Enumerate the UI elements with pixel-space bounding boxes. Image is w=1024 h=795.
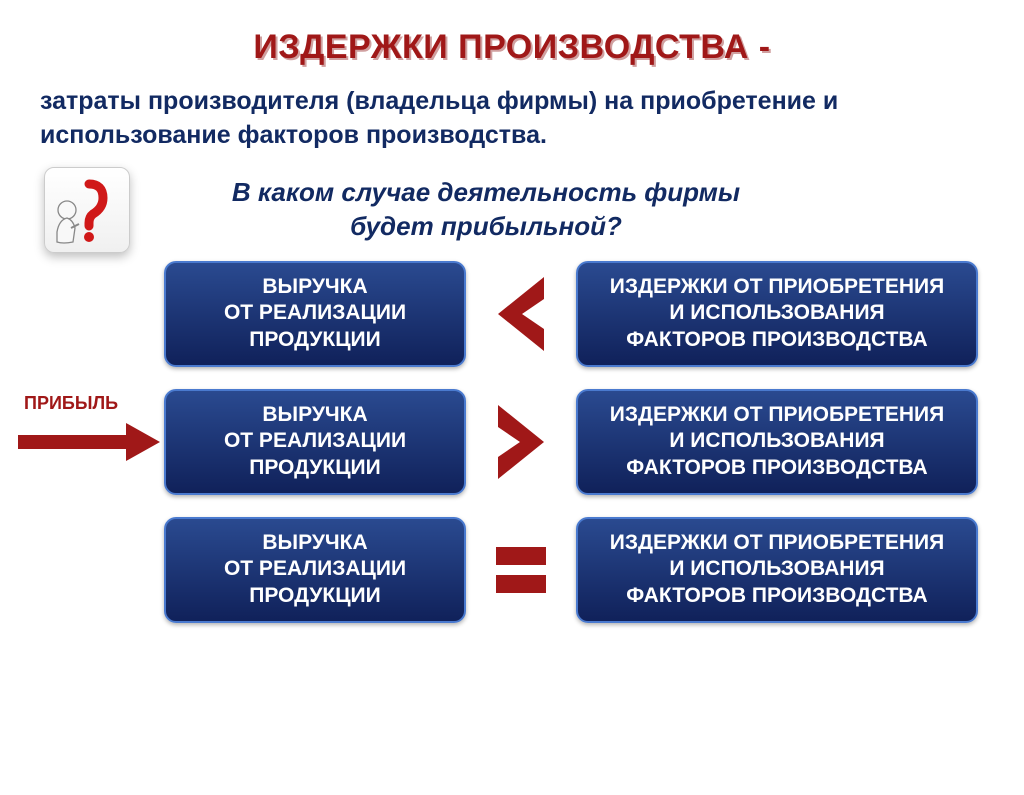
costs-line3-c: ФАКТОРОВ ПРОИЗВОДСТВА xyxy=(626,583,927,609)
revenue-line3-b: ПРОДУКЦИИ xyxy=(249,455,381,481)
revenue-box-1: ВЫРУЧКА ОТ РЕАЛИЗАЦИИ ПРОДУКЦИИ xyxy=(164,261,466,367)
less-than-icon xyxy=(466,271,576,357)
row-greater-than: ПРИБЫЛЬ ВЫРУЧКА ОТ РЕАЛИЗАЦИИ ПРОДУКЦИИ … xyxy=(18,389,984,495)
costs-box-3: ИЗДЕРЖКИ ОТ ПРИОБРЕТЕНИЯ И ИСПОЛЬЗОВАНИЯ… xyxy=(576,517,978,623)
costs-line1-c: ИЗДЕРЖКИ ОТ ПРИОБРЕТЕНИЯ xyxy=(610,530,945,556)
revenue-line2-c: ОТ РЕАЛИЗАЦИИ xyxy=(224,556,406,582)
arrow-right-icon xyxy=(18,415,164,469)
costs-line3-b: ФАКТОРОВ ПРОИЗВОДСТВА xyxy=(626,455,927,481)
comparison-rows: ВЫРУЧКА ОТ РЕАЛИЗАЦИИ ПРОДУКЦИИ ИЗДЕРЖКИ… xyxy=(0,261,1024,623)
equals-icon xyxy=(466,527,576,613)
revenue-line1-c: ВЫРУЧКА xyxy=(262,530,367,556)
profit-label: ПРИБЫЛЬ xyxy=(24,393,118,414)
costs-box-2: ИЗДЕРЖКИ ОТ ПРИОБРЕТЕНИЯ И ИСПОЛЬЗОВАНИЯ… xyxy=(576,389,978,495)
row-equals: ВЫРУЧКА ОТ РЕАЛИЗАЦИИ ПРОДУКЦИИ ИЗДЕРЖКИ… xyxy=(18,517,984,623)
question-line1: В каком случае деятельность фирмы xyxy=(232,177,740,207)
question-row: В каком случае деятельность фирмы будет … xyxy=(0,167,1024,253)
revenue-line3-c: ПРОДУКЦИИ xyxy=(249,583,381,609)
revenue-line2: ОТ РЕАЛИЗАЦИИ xyxy=(224,300,406,326)
revenue-box-3: ВЫРУЧКА ОТ РЕАЛИЗАЦИИ ПРОДУКЦИИ xyxy=(164,517,466,623)
question-mark-icon xyxy=(44,167,130,253)
definition-text: затраты производителя (владельца фирмы) … xyxy=(40,85,984,153)
profit-label-text: ПРИБЫЛЬ xyxy=(24,393,118,413)
costs-line2: И ИСПОЛЬЗОВАНИЯ xyxy=(669,300,884,326)
revenue-line3: ПРОДУКЦИИ xyxy=(249,327,381,353)
question-line2: будет прибыльной? xyxy=(350,211,622,241)
revenue-line1-b: ВЫРУЧКА xyxy=(262,402,367,428)
costs-box-1: ИЗДЕРЖКИ ОТ ПРИОБРЕТЕНИЯ И ИСПОЛЬЗОВАНИЯ… xyxy=(576,261,978,367)
costs-line1-b: ИЗДЕРЖКИ ОТ ПРИОБРЕТЕНИЯ xyxy=(610,402,945,428)
row-less-than: ВЫРУЧКА ОТ РЕАЛИЗАЦИИ ПРОДУКЦИИ ИЗДЕРЖКИ… xyxy=(18,261,984,367)
costs-line2-b: И ИСПОЛЬЗОВАНИЯ xyxy=(669,428,884,454)
revenue-line2-b: ОТ РЕАЛИЗАЦИИ xyxy=(224,428,406,454)
question-text: В каком случае деятельность фирмы будет … xyxy=(166,176,806,244)
definition-content: затраты производителя (владельца фирмы) … xyxy=(40,87,838,149)
revenue-box-2: ВЫРУЧКА ОТ РЕАЛИЗАЦИИ ПРОДУКЦИИ xyxy=(164,389,466,495)
profit-arrow-slot: ПРИБЫЛЬ xyxy=(18,415,164,469)
page-title: ИЗДЕРЖКИ ПРОИЗВОДСТВА - xyxy=(0,28,1024,67)
revenue-line1: ВЫРУЧКА xyxy=(262,274,367,300)
costs-line3: ФАКТОРОВ ПРОИЗВОДСТВА xyxy=(626,327,927,353)
title-text: ИЗДЕРЖКИ ПРОИЗВОДСТВА - xyxy=(253,28,770,66)
costs-line2-c: И ИСПОЛЬЗОВАНИЯ xyxy=(669,556,884,582)
profit-arrow: ПРИБЫЛЬ xyxy=(18,415,164,469)
greater-than-icon xyxy=(466,399,576,485)
costs-line1: ИЗДЕРЖКИ ОТ ПРИОБРЕТЕНИЯ xyxy=(610,274,945,300)
